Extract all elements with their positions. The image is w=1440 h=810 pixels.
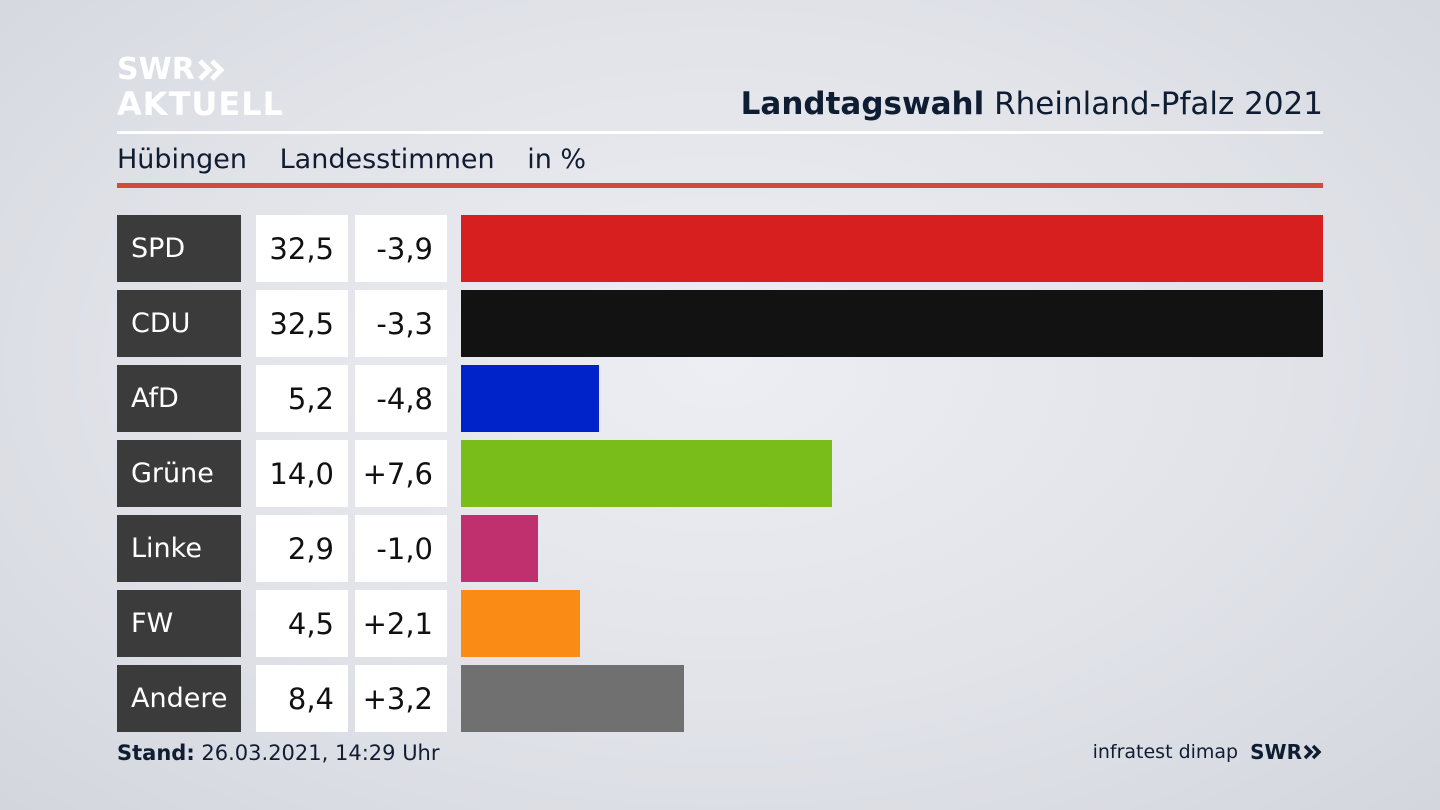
stand-label: Stand: [117, 741, 195, 765]
value-label: 4,5 [256, 590, 348, 657]
bar-row: FW 4,5 +2,1 [117, 590, 1323, 657]
logo-swr-text: SWR [117, 52, 195, 87]
swr-aktuell-logo: SWR AKTUELL [117, 52, 285, 123]
bar-row: SPD 32,5 -3,9 [117, 215, 1323, 282]
party-label: SPD [117, 215, 241, 282]
party-label: AfD [117, 365, 241, 432]
subtitle-measure: Landesstimmen [279, 144, 495, 175]
source-name: infratest dimap [1092, 741, 1239, 763]
bar-row: AfD 5,2 -4,8 [117, 365, 1323, 432]
brand-text: SWR [1250, 740, 1302, 764]
party-label: Andere [117, 665, 241, 732]
bar [461, 440, 832, 507]
source-credit: infratest dimap SWR [1093, 740, 1323, 764]
value-label: 14,0 [256, 440, 348, 507]
bar-row: Grüne 14,0 +7,6 [117, 440, 1323, 507]
party-label: Linke [117, 515, 241, 582]
party-label: Grüne [117, 440, 241, 507]
bar [461, 515, 538, 582]
double-chevron-right-icon [1303, 744, 1322, 760]
value-label: 8,4 [256, 665, 348, 732]
header-divider [117, 131, 1323, 134]
bar-row: Linke 2,9 -1,0 [117, 515, 1323, 582]
double-chevron-right-icon [198, 59, 225, 81]
chart-subtitle: Hübingen Landesstimmen in % [117, 144, 610, 175]
title-rest: Rheinland-Pfalz 2021 [994, 86, 1323, 122]
change-label: +2,1 [355, 590, 447, 657]
value-label: 32,5 [256, 215, 348, 282]
swr-brand: SWR [1250, 740, 1323, 764]
bar [461, 290, 1323, 357]
value-label: 5,2 [256, 365, 348, 432]
change-label: -4,8 [355, 365, 447, 432]
page-title: Landtagswahl Rheinland-Pfalz 2021 [741, 86, 1323, 122]
value-label: 32,5 [256, 290, 348, 357]
change-label: -1,0 [355, 515, 447, 582]
change-label: -3,9 [355, 215, 447, 282]
bar-row: CDU 32,5 -3,3 [117, 290, 1323, 357]
bar [461, 365, 599, 432]
bar [461, 665, 684, 732]
value-label: 2,9 [256, 515, 348, 582]
bar-row: Andere 8,4 +3,2 [117, 665, 1323, 732]
bar [461, 215, 1323, 282]
change-label: +7,6 [355, 440, 447, 507]
bar [461, 590, 580, 657]
party-label: FW [117, 590, 241, 657]
change-label: -3,3 [355, 290, 447, 357]
party-label: CDU [117, 290, 241, 357]
timestamp: Stand: 26.03.2021, 14:29 Uhr [117, 741, 440, 765]
stand-value: 26.03.2021, 14:29 Uhr [201, 741, 440, 765]
logo-aktuell-text: AKTUELL [117, 85, 285, 123]
change-label: +3,2 [355, 665, 447, 732]
subtitle-place: Hübingen [117, 144, 248, 175]
subtitle-unit: in % [527, 144, 587, 175]
accent-divider [117, 183, 1323, 188]
title-bold: Landtagswahl [740, 86, 985, 122]
